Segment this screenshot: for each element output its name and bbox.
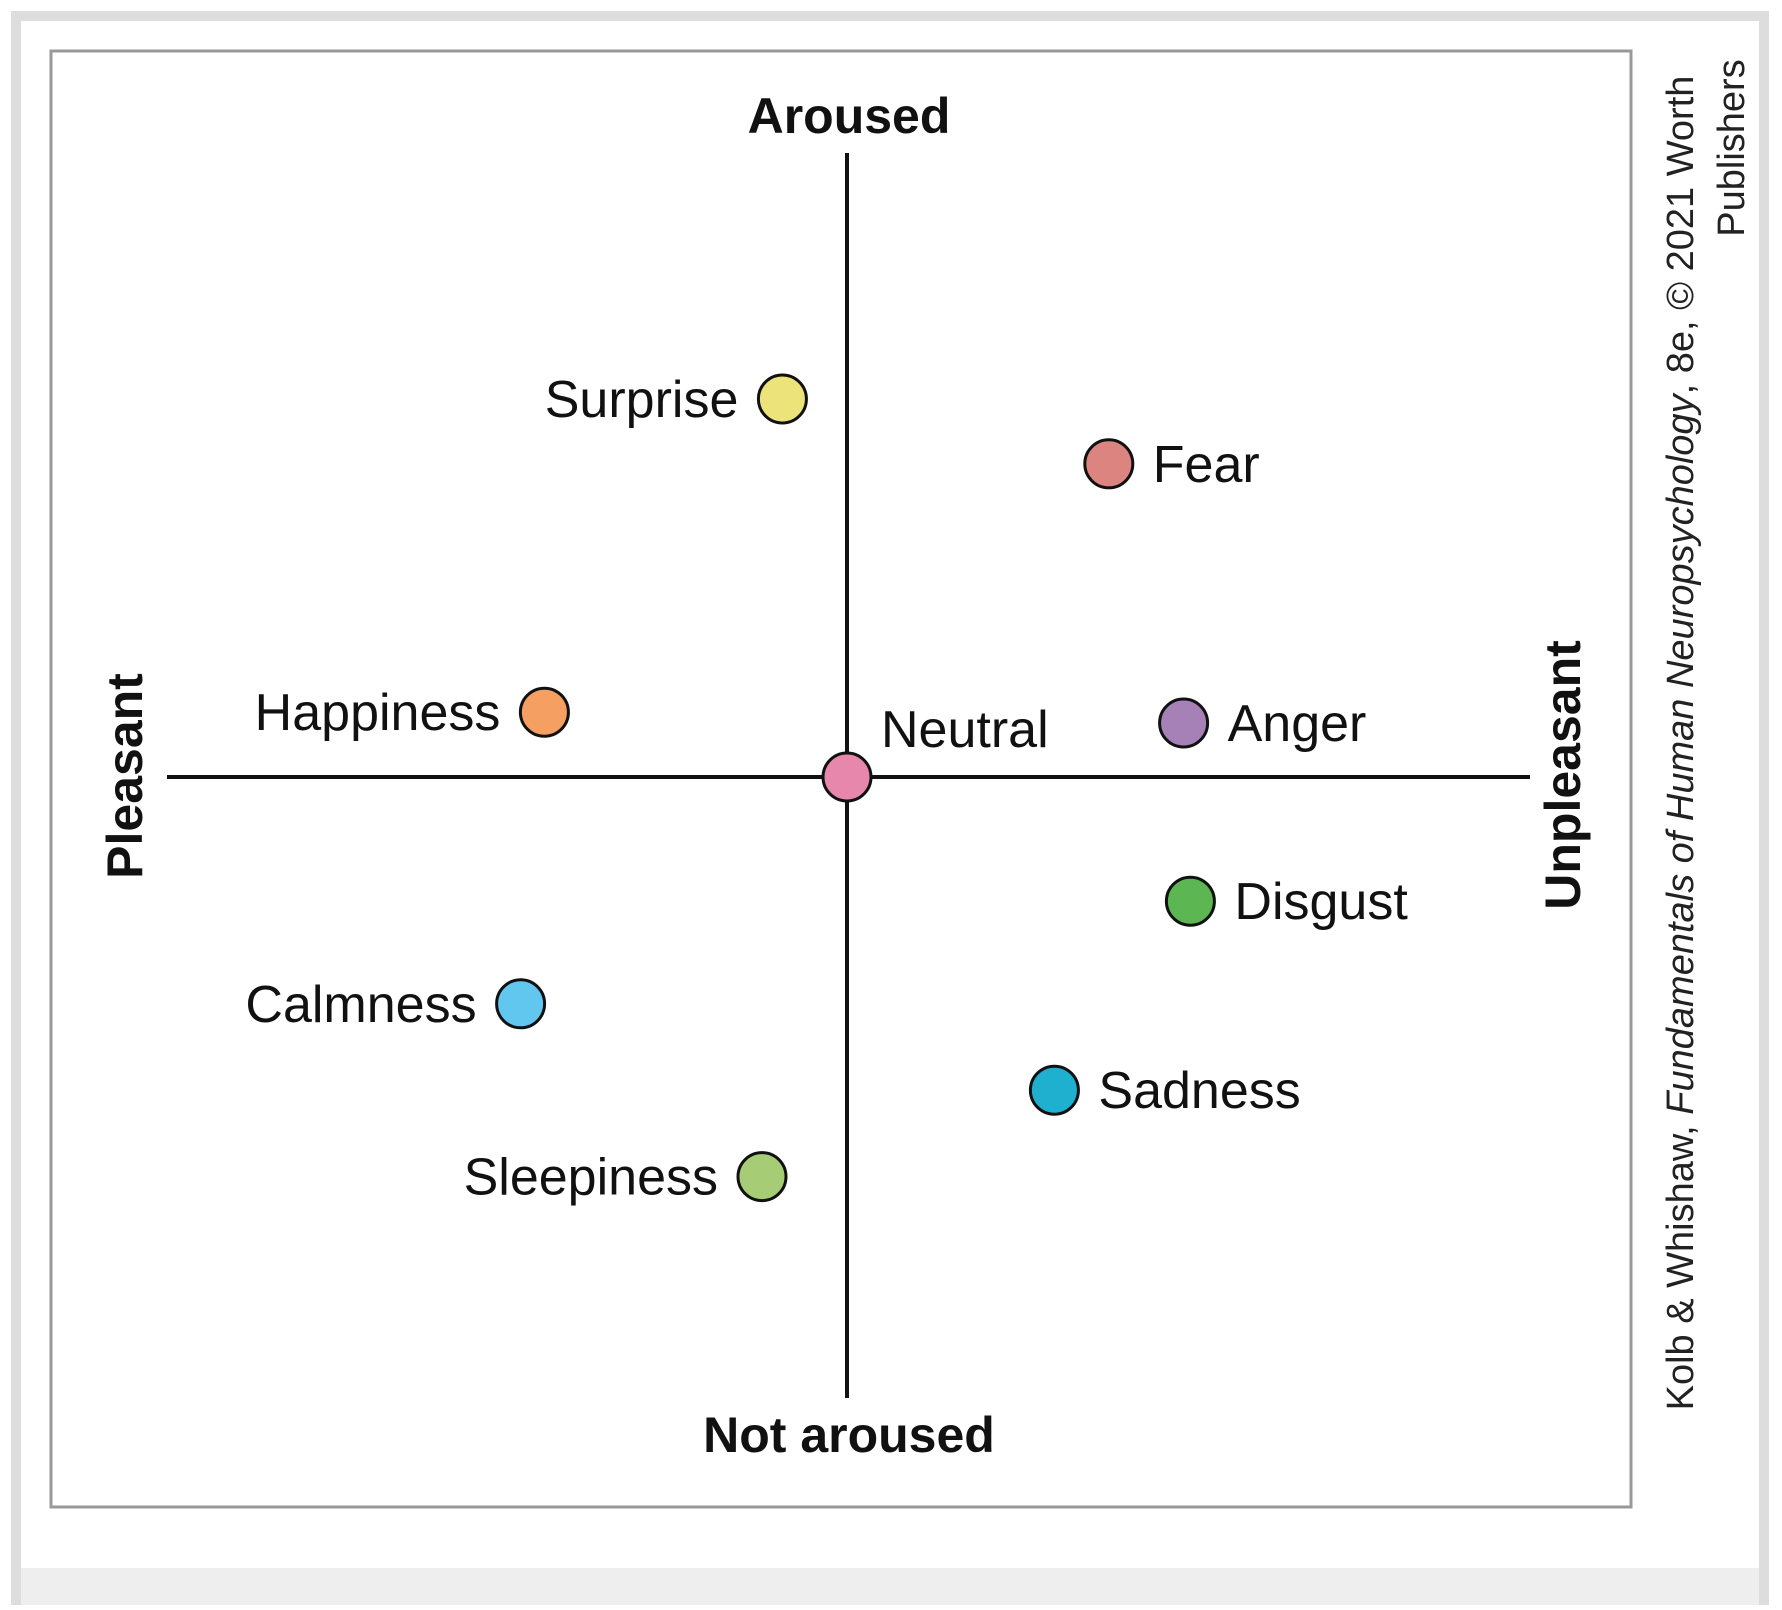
emotion-dot-fear — [1083, 438, 1135, 490]
axis-label-pleasant: Pleasant — [97, 673, 153, 879]
emotion-label-fear: Fear — [1153, 436, 1260, 494]
emotion-dot-calmness — [495, 978, 547, 1030]
emotion-dot-sadness — [1028, 1064, 1080, 1116]
emotion-label-anger: Anger — [1228, 695, 1367, 753]
axis-label-aroused: Aroused — [748, 88, 951, 144]
emotion-label-disgust: Disgust — [1234, 873, 1408, 931]
credit-edition: , 8e, © 2021 Worth — [1660, 76, 1702, 395]
credit-line-1: Kolb & Whishaw, Fundamentals of Human Ne… — [1660, 76, 1702, 1411]
emotion-dot-surprise — [756, 373, 808, 425]
axis-label-unpleasant: Unpleasant — [1535, 640, 1591, 910]
emotion-dot-sleepiness — [736, 1151, 788, 1203]
credit-line-2: Publishers — [1711, 59, 1753, 236]
emotion-dot-neutral — [821, 751, 873, 803]
emotion-dot-happiness — [518, 686, 570, 738]
emotion-dot-disgust — [1164, 875, 1216, 927]
axis-label-not-aroused: Not aroused — [703, 1407, 995, 1463]
emotion-label-sleepiness: Sleepiness — [464, 1149, 718, 1207]
emotion-label-surprise: Surprise — [545, 371, 739, 429]
credit-authors: Kolb & Whishaw, — [1660, 1115, 1702, 1411]
credit-book-title: Fundamentals of Human Neuropsychology — [1660, 392, 1702, 1114]
emotion-label-happiness: Happiness — [255, 684, 501, 742]
emotion-markers: Surprise Fear Happiness Neutral Anger Disgust… — [245, 371, 1408, 1207]
emotion-label-calmness: Calmness — [245, 976, 476, 1034]
bottom-band — [21, 1568, 1759, 1605]
emotion-dot-anger — [1158, 697, 1210, 749]
emotion-label-sadness: Sadness — [1098, 1062, 1300, 1120]
emotion-label-neutral: Neutral — [881, 701, 1049, 759]
